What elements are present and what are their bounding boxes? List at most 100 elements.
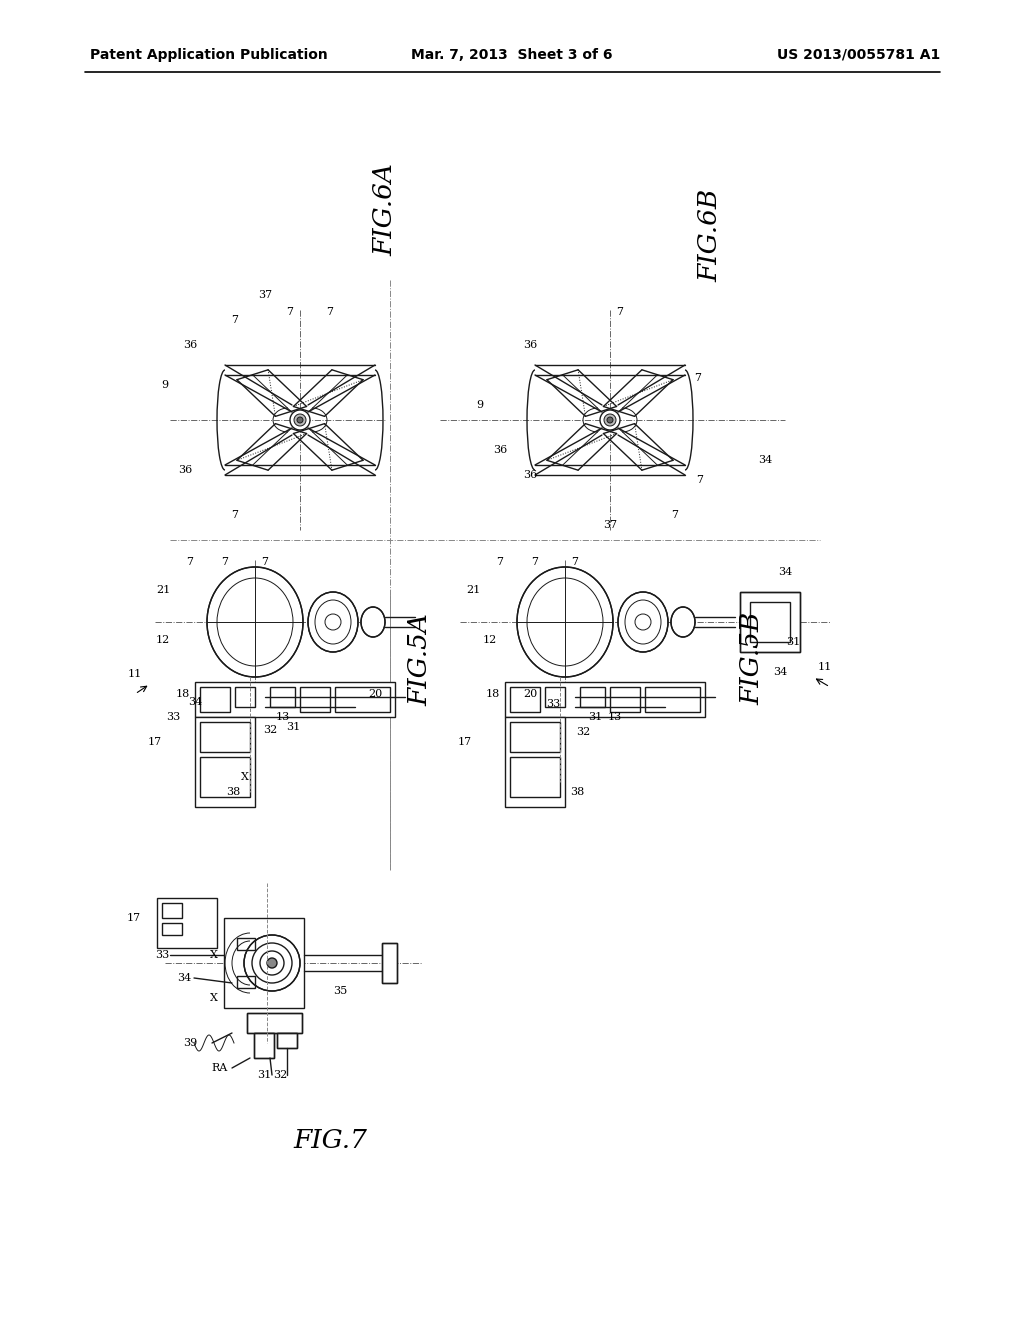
Text: 31: 31 <box>588 711 602 722</box>
Text: 36: 36 <box>523 341 538 350</box>
Text: 13: 13 <box>275 711 290 722</box>
Bar <box>270 686 295 708</box>
Text: 36: 36 <box>523 470 538 480</box>
Bar <box>254 1034 274 1059</box>
Text: 7: 7 <box>231 510 239 520</box>
Text: 38: 38 <box>226 787 240 797</box>
Bar <box>247 1012 302 1034</box>
Text: 36: 36 <box>178 465 193 475</box>
Text: 31: 31 <box>257 1071 271 1080</box>
Text: X: X <box>241 772 249 781</box>
Bar <box>505 682 705 717</box>
Text: 34: 34 <box>778 568 793 577</box>
Circle shape <box>267 958 278 968</box>
Bar <box>510 722 560 752</box>
Text: 35: 35 <box>333 986 347 997</box>
Text: 33: 33 <box>546 700 560 709</box>
Text: 9: 9 <box>476 400 483 411</box>
Text: 7: 7 <box>694 374 701 383</box>
Bar <box>545 686 565 708</box>
Text: 9: 9 <box>162 380 169 389</box>
Text: 7: 7 <box>696 475 703 484</box>
Text: FIG.6A: FIG.6A <box>373 164 397 256</box>
Text: 7: 7 <box>327 308 334 317</box>
Text: 7: 7 <box>531 557 539 568</box>
Bar <box>300 686 330 711</box>
Circle shape <box>294 414 306 426</box>
Bar <box>234 686 255 708</box>
Text: 38: 38 <box>570 787 584 797</box>
Text: 7: 7 <box>261 557 268 568</box>
Bar <box>254 1034 274 1059</box>
Text: 33: 33 <box>166 711 180 722</box>
Text: 13: 13 <box>608 711 623 722</box>
Text: 32: 32 <box>263 725 278 735</box>
Bar <box>382 942 397 983</box>
Bar <box>278 1034 297 1048</box>
Text: 32: 32 <box>272 1071 287 1080</box>
Text: X: X <box>210 993 218 1003</box>
Bar <box>505 717 565 807</box>
Ellipse shape <box>207 568 303 677</box>
Ellipse shape <box>618 591 668 652</box>
Text: 34: 34 <box>758 455 772 465</box>
Text: 11: 11 <box>818 663 833 672</box>
Ellipse shape <box>517 568 613 677</box>
Bar <box>157 898 217 948</box>
Text: 18: 18 <box>176 689 190 700</box>
Bar <box>224 917 304 1008</box>
Circle shape <box>290 411 310 430</box>
Text: 18: 18 <box>485 689 500 700</box>
Text: 36: 36 <box>183 341 198 350</box>
Bar <box>237 939 255 950</box>
Text: 7: 7 <box>186 557 194 568</box>
Text: 31: 31 <box>785 638 800 647</box>
Text: 7: 7 <box>221 557 228 568</box>
Text: RA: RA <box>212 1063 228 1073</box>
Text: 7: 7 <box>231 315 239 325</box>
Text: 32: 32 <box>575 727 590 737</box>
Text: 17: 17 <box>458 737 472 747</box>
Bar <box>200 756 250 797</box>
Ellipse shape <box>308 591 358 652</box>
Bar <box>200 686 230 711</box>
Text: 12: 12 <box>156 635 170 645</box>
Bar <box>247 1012 302 1034</box>
Text: 7: 7 <box>616 308 624 317</box>
Bar <box>335 686 390 711</box>
Text: 17: 17 <box>147 737 162 747</box>
Text: 7: 7 <box>571 557 579 568</box>
Text: 37: 37 <box>258 290 272 300</box>
Bar <box>162 923 182 935</box>
Text: 12: 12 <box>483 635 497 645</box>
Bar <box>162 903 182 917</box>
Bar <box>750 602 790 642</box>
Text: X: X <box>210 950 218 960</box>
Text: Patent Application Publication: Patent Application Publication <box>90 48 328 62</box>
Circle shape <box>297 417 303 422</box>
Text: 33: 33 <box>155 950 169 960</box>
Text: 37: 37 <box>603 520 617 531</box>
Bar <box>740 591 800 652</box>
Text: 7: 7 <box>497 557 504 568</box>
Bar <box>195 682 395 717</box>
Text: 21: 21 <box>156 585 170 595</box>
Text: FIG.5A: FIG.5A <box>408 614 432 706</box>
Circle shape <box>600 411 620 430</box>
Text: 21: 21 <box>466 585 480 595</box>
Text: 34: 34 <box>773 667 787 677</box>
Bar <box>200 722 250 752</box>
Text: 36: 36 <box>493 445 507 455</box>
Text: 17: 17 <box>127 913 141 923</box>
Bar <box>237 975 255 987</box>
Circle shape <box>244 935 300 991</box>
Text: 11: 11 <box>128 669 142 678</box>
Ellipse shape <box>361 607 385 638</box>
Circle shape <box>607 417 613 422</box>
Text: Mar. 7, 2013  Sheet 3 of 6: Mar. 7, 2013 Sheet 3 of 6 <box>412 48 612 62</box>
Bar <box>510 756 560 797</box>
Text: FIG.6B: FIG.6B <box>697 189 723 281</box>
Bar <box>278 1034 297 1048</box>
Bar <box>580 686 605 708</box>
Bar <box>382 942 397 983</box>
